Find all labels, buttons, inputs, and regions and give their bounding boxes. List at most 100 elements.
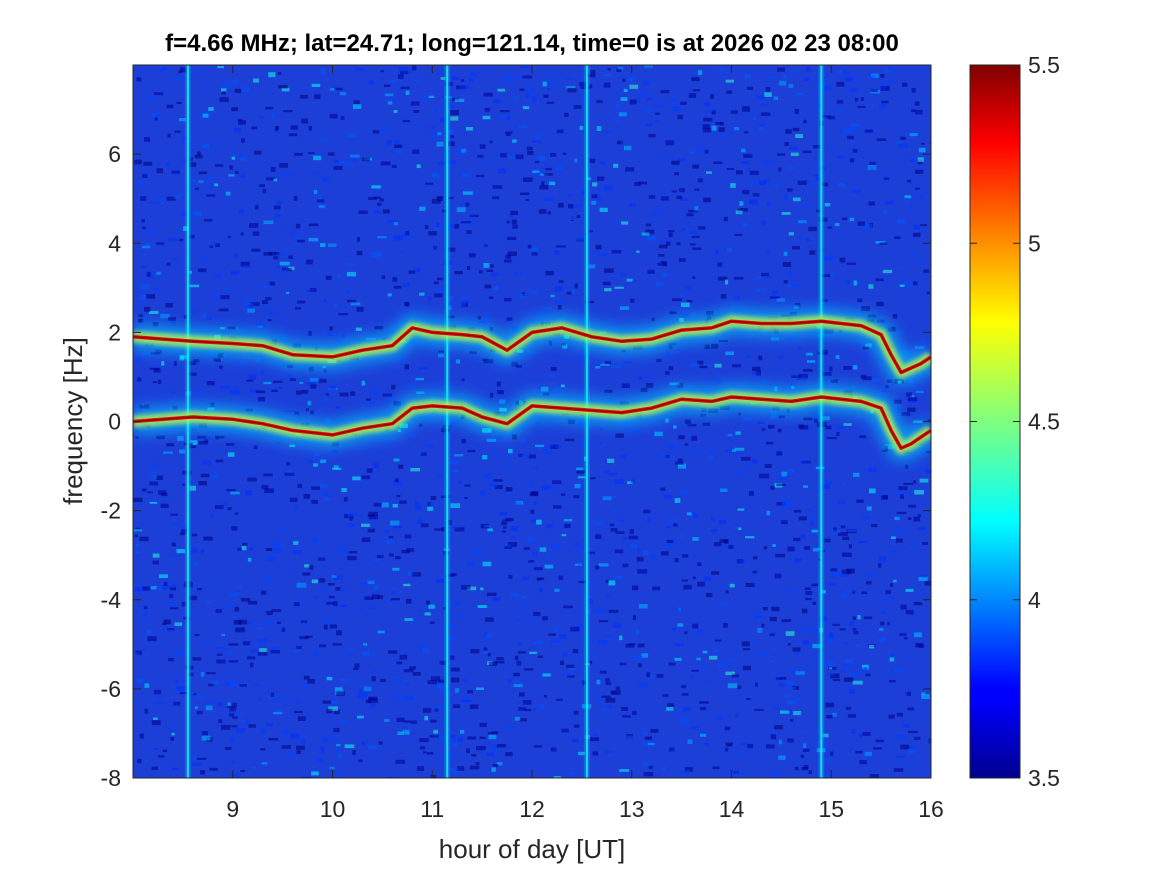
noise-cell <box>429 621 435 624</box>
noise-cell <box>726 248 732 253</box>
noise-cell <box>747 743 754 749</box>
noise-cell <box>378 741 383 745</box>
noise-cell <box>317 199 325 203</box>
noise-cell <box>548 181 556 186</box>
noise-cell <box>193 584 197 588</box>
noise-cell <box>537 386 543 389</box>
noise-cell <box>913 281 918 286</box>
noise-cell <box>836 426 845 430</box>
noise-cell <box>914 169 924 174</box>
noise-cell <box>209 245 214 248</box>
noise-cell <box>781 520 788 525</box>
noise-cell <box>249 547 254 551</box>
noise-cell <box>550 294 555 298</box>
noise-cell <box>162 622 167 625</box>
noise-cell <box>529 651 537 654</box>
noise-cell <box>862 346 870 350</box>
noise-cell <box>770 660 774 663</box>
noise-cell <box>545 167 552 171</box>
noise-cell <box>397 731 405 735</box>
noise-cell <box>867 314 876 318</box>
noise-cell <box>543 94 549 98</box>
noise-cell <box>384 719 390 722</box>
noise-cell <box>627 77 635 82</box>
noise-cell <box>229 165 234 170</box>
noise-cell <box>377 202 382 206</box>
noise-cell <box>660 196 669 201</box>
noise-cell <box>542 81 547 87</box>
noise-cell <box>734 771 742 776</box>
noise-cell <box>493 479 503 482</box>
noise-cell <box>605 579 609 583</box>
noise-cell <box>205 672 216 675</box>
noise-cell <box>740 208 748 212</box>
noise-cell <box>620 273 626 277</box>
noise-cell <box>928 738 931 744</box>
noise-cell <box>889 583 894 587</box>
noise-cell <box>505 752 513 757</box>
noise-cell <box>469 765 480 770</box>
noise-cell <box>392 567 400 571</box>
noise-cell <box>909 251 916 255</box>
noise-cell <box>747 86 754 90</box>
noise-cell <box>396 717 405 722</box>
noise-cell <box>225 288 232 291</box>
noise-cell <box>891 653 896 658</box>
noise-cell <box>202 113 209 118</box>
noise-cell <box>368 745 377 749</box>
noise-cell <box>642 108 652 113</box>
noise-cell <box>225 191 231 196</box>
noise-cell <box>420 98 429 102</box>
noise-cell <box>802 150 812 154</box>
noise-cell <box>691 235 700 238</box>
noise-cell <box>771 606 780 612</box>
noise-cell <box>791 385 795 389</box>
noise-cell <box>487 528 493 532</box>
noise-cell <box>507 679 512 684</box>
noise-cell <box>615 575 623 580</box>
noise-cell <box>702 124 710 129</box>
noise-cell <box>243 302 252 306</box>
noise-cell <box>431 173 440 178</box>
noise-cell <box>540 386 549 392</box>
noise-cell <box>313 190 318 195</box>
noise-cell <box>399 654 408 660</box>
noise-cell <box>516 618 521 623</box>
noise-cell <box>334 87 343 91</box>
noise-cell <box>385 395 393 399</box>
noise-cell <box>396 163 403 166</box>
noise-cell <box>798 516 807 521</box>
noise-cell <box>632 585 639 591</box>
noise-cell <box>440 689 449 693</box>
noise-cell <box>297 239 305 243</box>
noise-cell <box>369 391 378 396</box>
noise-cell <box>926 295 931 299</box>
noise-cell <box>400 86 410 90</box>
noise-cell <box>871 524 878 528</box>
noise-cell <box>674 657 682 661</box>
noise-cell <box>851 189 862 193</box>
noise-cell <box>910 764 915 767</box>
noise-cell <box>790 426 797 429</box>
noise-cell <box>149 501 158 504</box>
noise-cell <box>518 453 523 457</box>
noise-cell <box>689 151 696 154</box>
noise-cell <box>733 526 739 529</box>
noise-cell <box>288 255 293 259</box>
noise-cell <box>533 567 543 571</box>
noise-cell <box>531 491 539 496</box>
noise-cell <box>882 171 887 175</box>
noise-cell <box>206 316 212 320</box>
noise-cell <box>160 492 168 497</box>
noise-cell <box>857 615 861 620</box>
noise-cell <box>681 228 686 231</box>
noise-cell <box>231 759 235 764</box>
noise-cell <box>755 370 761 376</box>
noise-cell <box>589 84 593 89</box>
noise-cell <box>629 99 637 105</box>
noise-cell <box>608 609 619 613</box>
noise-cell <box>368 196 377 200</box>
noise-cell <box>845 77 854 82</box>
noise-cell <box>323 619 331 623</box>
noise-cell <box>741 148 746 153</box>
